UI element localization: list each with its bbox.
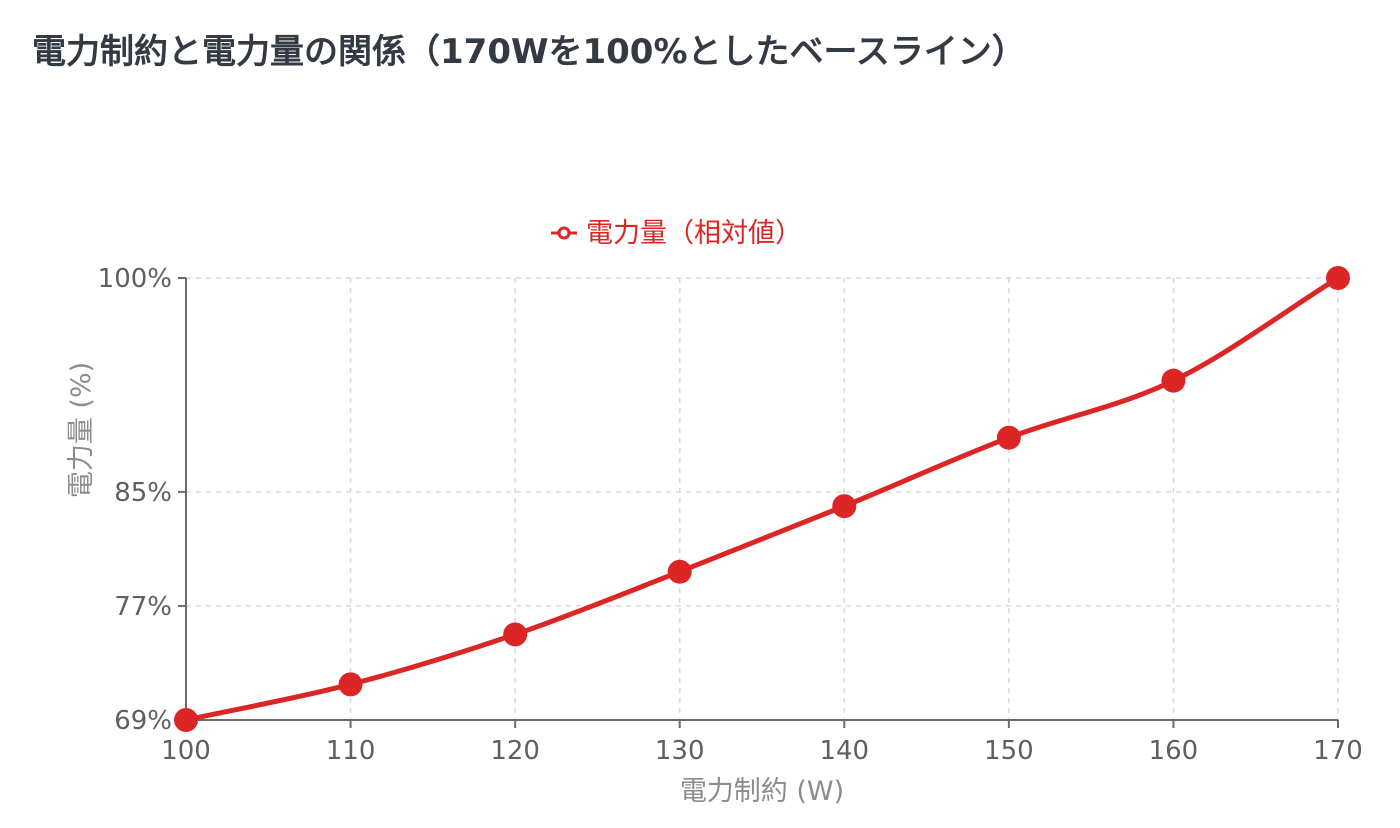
x-tick-label: 120 [490,736,540,766]
x-tick-label: 110 [326,736,376,766]
x-tick-label: 130 [655,736,705,766]
x-tick-label: 150 [984,736,1034,766]
series-layer [174,266,1350,732]
y-tick-label: 77% [114,592,172,622]
y-tick-label: 85% [114,478,172,508]
data-point[interactable] [503,622,528,647]
grid-layer [186,277,1339,720]
x-tick-label: 170 [1313,736,1363,766]
data-point[interactable] [1161,368,1186,393]
chart-title: 電力制約と電力量の関係（170Wを100%としたベースライン） [32,32,1026,72]
legend-label: 電力量（相対値） [586,218,802,249]
series-line [183,275,1341,723]
y-tick-label: 100% [98,264,172,294]
y-tick-label: 69% [114,706,172,736]
x-tick-label: 160 [1149,736,1199,766]
axes-layer: 69% 77% 85% 100% 100 110 120 130 140 150 160 170 [98,264,1363,766]
legend[interactable]: 電力量（相対値） [551,218,802,249]
x-tick-label: 100 [161,736,211,766]
x-tick-label: 140 [819,736,869,766]
legend-marker-icon [557,226,571,240]
data-point[interactable] [1326,266,1350,290]
data-point[interactable] [338,672,363,697]
data-point[interactable] [996,425,1021,450]
y-axis-title: 電力量 (%) [66,362,97,498]
data-point[interactable] [832,494,857,519]
data-point[interactable] [174,708,198,732]
x-axis-title: 電力制約 (W) [680,776,844,807]
data-point[interactable] [667,559,692,584]
